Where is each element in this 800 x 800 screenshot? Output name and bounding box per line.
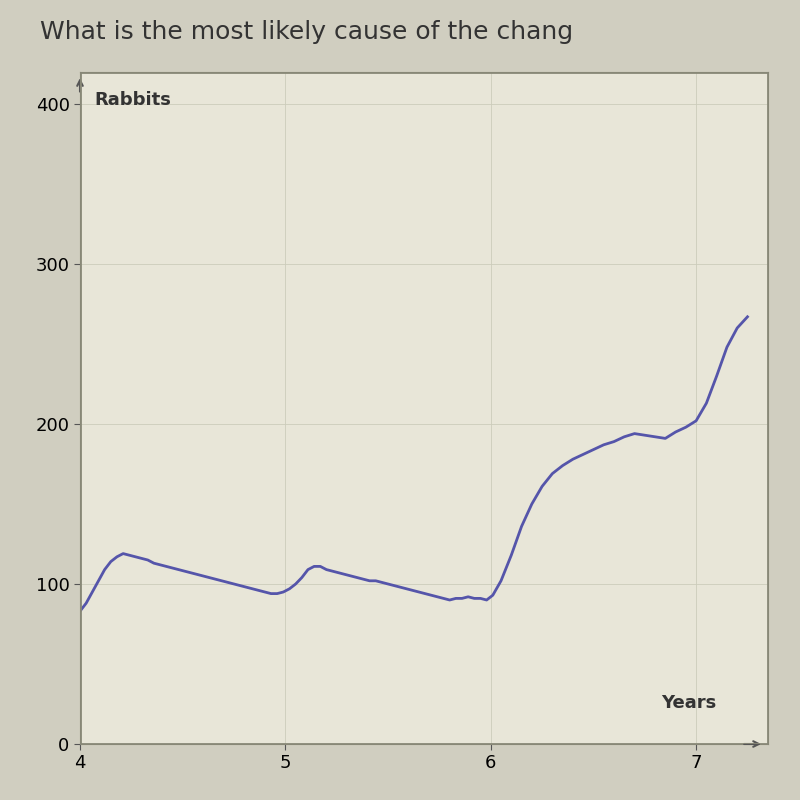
Text: Rabbits: Rabbits — [94, 91, 171, 110]
Text: What is the most likely cause of the chang: What is the most likely cause of the cha… — [40, 20, 573, 44]
Text: Years: Years — [662, 694, 717, 712]
